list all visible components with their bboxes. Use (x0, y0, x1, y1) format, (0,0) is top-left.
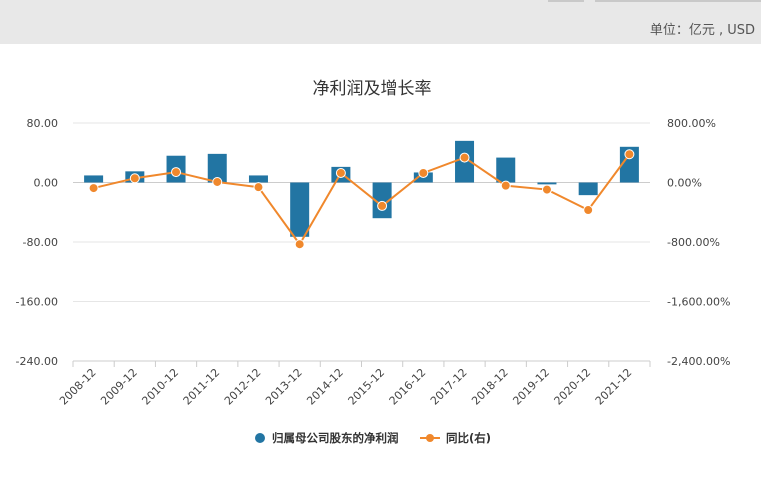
bar (537, 182, 557, 185)
x-axis-tick-label: 2020-12 (552, 366, 594, 408)
legend-bar-label: 归属母公司股东的净利润 (272, 431, 399, 445)
bar (290, 182, 310, 237)
line-point (459, 152, 470, 163)
right-axis-tick-label: -800.00% (667, 236, 720, 249)
x-axis-tick-label: 2010-12 (139, 366, 181, 408)
line-point (171, 167, 182, 178)
x-axis-tick-label: 2015-12 (346, 366, 388, 408)
right-axis-ticks: 800.00% 0.00% -800.00% -1,600.00% -2,400.00% (667, 117, 730, 368)
x-axis-tick-label: 2019-12 (510, 366, 552, 408)
chart-grid (73, 122, 650, 362)
x-axis-tick-label: 2011-12 (181, 366, 223, 408)
right-axis-tick-label: -1,600.00% (667, 296, 730, 309)
bar (372, 182, 392, 219)
legend-line-dot (426, 434, 434, 442)
x-axis-tick-label: 2013-12 (263, 366, 305, 408)
line-point (377, 200, 388, 211)
x-axis-tick-label: 2017-12 (428, 366, 470, 408)
toolbar-tab-indicator[interactable] (595, 0, 761, 2)
right-axis-tick-label: 800.00% (667, 117, 716, 130)
bar (578, 182, 598, 196)
legend-line-label: 同比(右) (446, 431, 491, 445)
x-axis-tick-label: 2016-12 (387, 366, 429, 408)
left-axis-tick-label: -160.00 (16, 296, 58, 309)
line-series (88, 149, 635, 250)
left-axis-tick-label: -80.00 (23, 236, 58, 249)
line-point (253, 182, 264, 193)
x-axis-tick-label: 2012-12 (222, 366, 264, 408)
left-axis-tick-label: 0.00 (34, 177, 59, 190)
top-toolbar: 单位：亿元 , USD (0, 0, 761, 44)
line-point (294, 239, 305, 250)
left-axis-tick-label: 80.00 (27, 117, 59, 130)
line-point (129, 173, 140, 184)
line-point (500, 180, 511, 191)
x-axis-tick-label: 2021-12 (593, 366, 635, 408)
right-axis-tick-label: -2,400.00% (667, 355, 730, 368)
right-axis-tick-label: 0.00% (667, 177, 702, 190)
chart-legend[interactable]: 归属母公司股东的净利润 同比(右) (255, 431, 491, 445)
bar (496, 157, 516, 183)
bar (207, 153, 227, 183)
left-axis-ticks: 80.00 0.00 -80.00 -160.00 -240.00 (16, 117, 58, 368)
x-axis-tick-label: 2014-12 (304, 366, 346, 408)
line-point (541, 184, 552, 195)
toolbar-tabs (548, 0, 761, 3)
line-point (88, 183, 99, 194)
bar (248, 175, 268, 183)
left-axis-tick-label: -240.00 (16, 355, 58, 368)
x-axis-tick-label: 2018-12 (469, 366, 511, 408)
chart-title: 净利润及增长率 (313, 79, 432, 99)
line-point (583, 205, 594, 216)
bar (84, 175, 104, 183)
legend-bar-marker (255, 433, 265, 443)
x-axis-tick-label: 2009-12 (98, 366, 140, 408)
unit-label: 单位：亿元 , USD (649, 23, 755, 38)
x-axis: 2008-12 2009-12 2010-12 2011-12 2012-12 2013-… (57, 360, 651, 408)
toolbar-tab-indicator[interactable] (548, 0, 584, 2)
line-point (624, 149, 635, 160)
line-point (212, 176, 223, 187)
line-path (93, 153, 631, 247)
line-point (335, 167, 346, 178)
x-axis-tick-label: 2008-12 (57, 366, 99, 408)
line-point (418, 167, 429, 178)
